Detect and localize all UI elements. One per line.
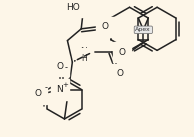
Text: O: O <box>35 89 42 98</box>
Text: N: N <box>56 85 63 94</box>
Text: H: H <box>81 54 87 63</box>
Text: N: N <box>80 47 87 56</box>
Text: -: - <box>45 83 48 92</box>
Text: -: - <box>64 64 67 72</box>
Text: +: + <box>62 82 68 88</box>
Text: O: O <box>119 48 126 57</box>
Text: HO: HO <box>67 3 80 12</box>
Text: Apex: Apex <box>135 27 151 32</box>
Text: O: O <box>56 62 63 71</box>
Text: O: O <box>102 22 109 31</box>
Text: O: O <box>116 69 123 78</box>
